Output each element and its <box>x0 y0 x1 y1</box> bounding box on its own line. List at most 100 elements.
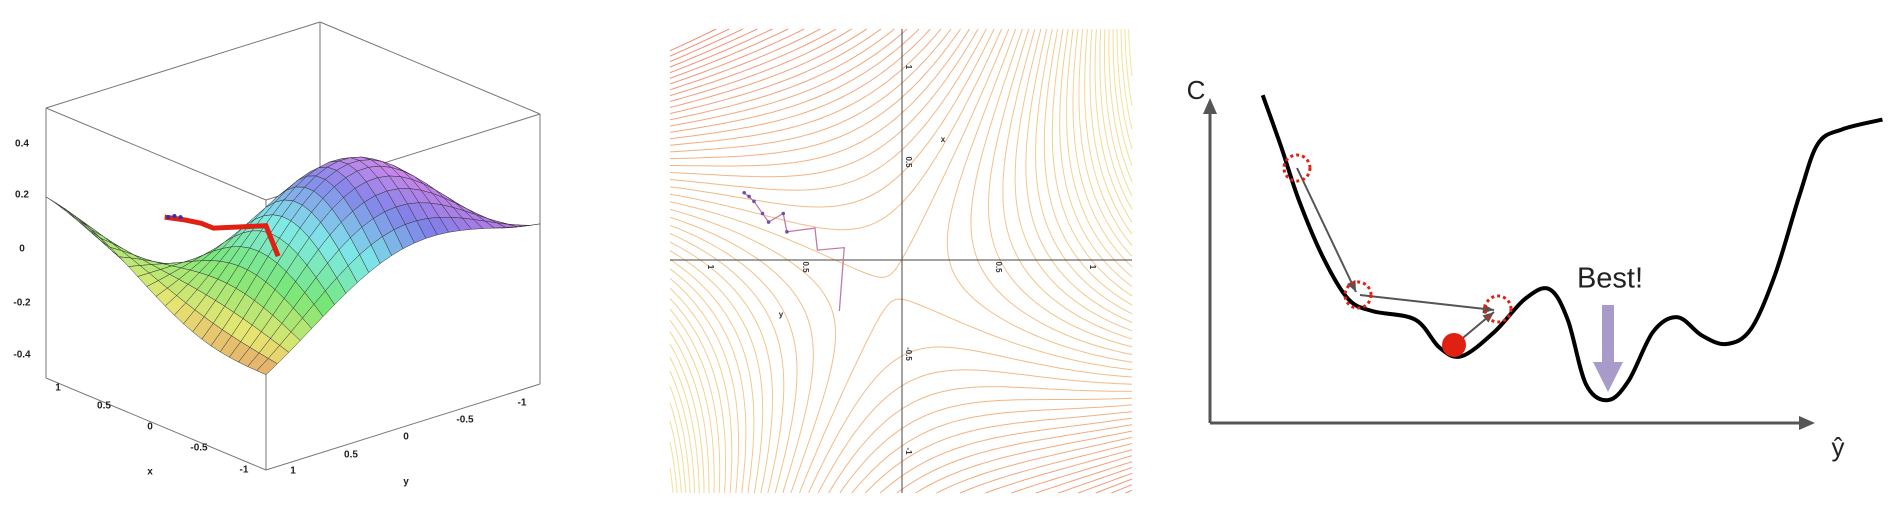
y-axis-label: y <box>403 477 409 488</box>
contour-line <box>669 28 1133 494</box>
contour-line <box>669 28 758 68</box>
contour-line <box>669 28 1133 494</box>
y-tick-label: 0 <box>403 432 409 443</box>
y-tick-label: 0.5 <box>904 156 913 168</box>
contour-line <box>669 28 1133 494</box>
x-axis-label: ŷ <box>1832 432 1845 462</box>
visited-point <box>1282 153 1312 183</box>
surface-patch <box>256 358 278 375</box>
path-point <box>166 215 171 220</box>
contour-line <box>669 28 1133 494</box>
z-tick-label: 0.4 <box>15 139 29 150</box>
contour-line <box>670 28 1133 494</box>
contour-line <box>669 28 1133 494</box>
y-tick-label: -1 <box>518 398 527 409</box>
contour-line <box>669 28 1133 494</box>
x-tick-label: 0.5 <box>801 261 810 273</box>
contour-line <box>669 28 1133 494</box>
y-tick-label: 0.5 <box>344 450 358 461</box>
y-axis-arrow <box>1203 98 1217 114</box>
contour-line <box>669 28 1133 494</box>
contour-line <box>669 28 1133 494</box>
visited-point <box>1343 280 1373 310</box>
x-tick-label: -0.5 <box>190 443 208 454</box>
box-edge <box>319 21 541 115</box>
best-arrow-shaft <box>1602 305 1614 365</box>
contour-line <box>669 28 730 57</box>
contour-line <box>669 28 1133 494</box>
contour-line <box>669 28 1133 494</box>
y-tick-label: -1 <box>904 447 913 455</box>
contour-line <box>669 28 1133 493</box>
contour-line <box>669 28 1133 494</box>
y-tick-label: -0.5 <box>904 347 913 361</box>
contour-line <box>669 28 1133 494</box>
contour-line <box>669 28 1132 494</box>
path-point <box>178 215 183 220</box>
path-point <box>752 199 756 204</box>
contour-line <box>669 28 1133 494</box>
current-point <box>1442 333 1466 357</box>
y-axis-label: y <box>779 310 784 319</box>
path-point <box>760 211 765 216</box>
contour-line <box>669 28 1133 494</box>
contour-line <box>669 28 1133 494</box>
x-tick-label: -1 <box>240 465 249 476</box>
x-tick-label: 0 <box>147 422 153 433</box>
y-tick-label: 1 <box>290 466 296 477</box>
x-axis-label: x <box>941 135 946 144</box>
annotation: Best! <box>1577 263 1643 295</box>
path-point <box>785 230 789 234</box>
contour-line <box>1128 28 1133 76</box>
path-point <box>172 213 177 218</box>
contour-line <box>669 28 1133 494</box>
x-axis-arrow <box>1799 416 1815 430</box>
x-tick-label: 0.5 <box>97 401 111 412</box>
contour-line <box>669 28 1133 494</box>
contour-line <box>669 28 773 74</box>
contour-line <box>669 28 1133 494</box>
contour-line <box>669 28 1133 494</box>
cost-diagram: C ŷ Best! <box>1187 75 1883 462</box>
contour-line <box>669 28 1133 494</box>
contour-line <box>669 28 1133 494</box>
contour-line <box>669 28 1133 494</box>
surface-plot: 0.4 0.2 0 -0.2 -0.4 1 0.5 0 -0.5 -1 x 1 0.5 0 -0.5 -1 y <box>13 21 541 488</box>
y-tick-label: 1 <box>904 65 913 70</box>
path-point <box>742 190 746 195</box>
path-point <box>781 211 786 216</box>
descent-path <box>743 192 845 312</box>
visited-point <box>1483 294 1513 324</box>
contour-line <box>670 28 1133 494</box>
step-arrow <box>1296 167 1357 293</box>
contour-line <box>669 28 1133 494</box>
z-tick-label: -0.2 <box>13 298 31 309</box>
contour-line <box>669 28 1133 494</box>
x-axis-label: x <box>147 467 153 478</box>
y-tick-label: -0.5 <box>456 415 474 426</box>
contour-line <box>669 28 1133 494</box>
contour-line <box>669 28 1133 494</box>
contour-line <box>669 28 744 63</box>
box-edge <box>45 107 267 201</box>
step-arrow <box>1359 294 1495 311</box>
contour-line <box>669 28 717 52</box>
z-tick-label: -0.4 <box>13 350 31 361</box>
contour-line <box>669 28 1133 494</box>
x-tick-label: 0.5 <box>994 261 1003 273</box>
contour-line <box>669 28 1133 494</box>
z-tick-label: 0.2 <box>15 190 29 201</box>
y-axis-label: C <box>1187 75 1206 105</box>
box-edge <box>45 377 267 471</box>
contour-line <box>1124 28 1133 106</box>
path-point <box>747 194 751 199</box>
contour-line <box>669 29 1133 494</box>
contour-plot: 1 0.5 -0.5 -1 1 0.5 0.5 1 x y <box>669 28 1133 494</box>
x-tick-label: 1 <box>706 265 715 270</box>
descent-path <box>164 214 281 258</box>
x-tick-label: 1 <box>55 383 61 394</box>
cost-curve <box>1260 94 1883 403</box>
z-tick-label: 0 <box>19 244 25 255</box>
contour-line <box>669 28 1133 494</box>
contour-line <box>669 28 1133 494</box>
